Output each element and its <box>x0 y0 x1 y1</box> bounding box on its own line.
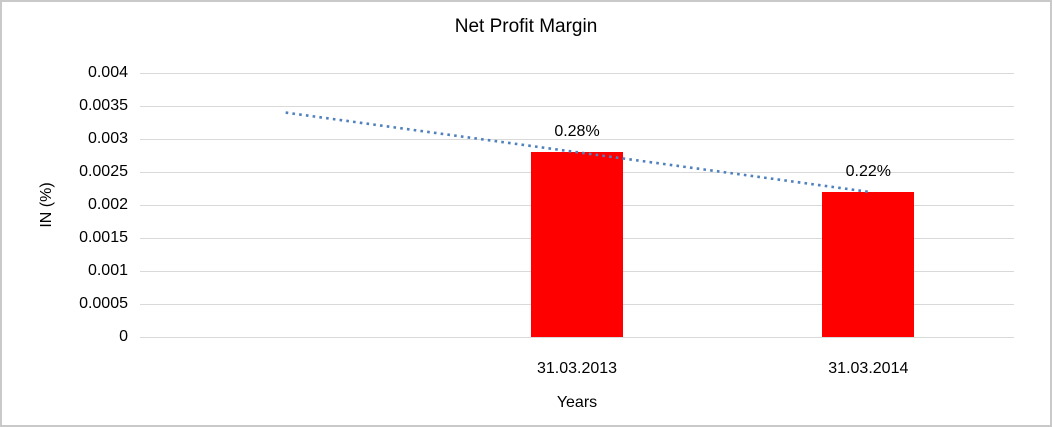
y-tick-label: 0 <box>119 328 128 345</box>
gridline <box>140 337 1014 338</box>
x-tick-label: 31.03.2013 <box>536 360 618 377</box>
y-tick-label: 0.003 <box>87 130 128 147</box>
bar-data-label: 0.28% <box>554 123 600 141</box>
chart-title: Net Profit Margin <box>454 16 598 37</box>
y-tick-label: 0.0005 <box>79 295 128 312</box>
gridline <box>140 106 1014 107</box>
bar <box>531 152 623 337</box>
bar <box>822 191 915 337</box>
x-tick-label: 31.03.2014 <box>828 360 909 377</box>
y-tick-label: 0.0035 <box>79 97 128 114</box>
y-tick-label: 0.0025 <box>79 163 128 180</box>
y-tick-label: 0.001 <box>87 262 128 279</box>
y-tick-label: 0.0015 <box>79 229 128 246</box>
bar-data-label: 0.22% <box>845 162 892 180</box>
y-tick-label: 0.004 <box>87 64 128 81</box>
gridline <box>140 73 1014 74</box>
x-axis-title: Years <box>556 394 598 411</box>
y-tick-label: 0.002 <box>87 196 128 213</box>
